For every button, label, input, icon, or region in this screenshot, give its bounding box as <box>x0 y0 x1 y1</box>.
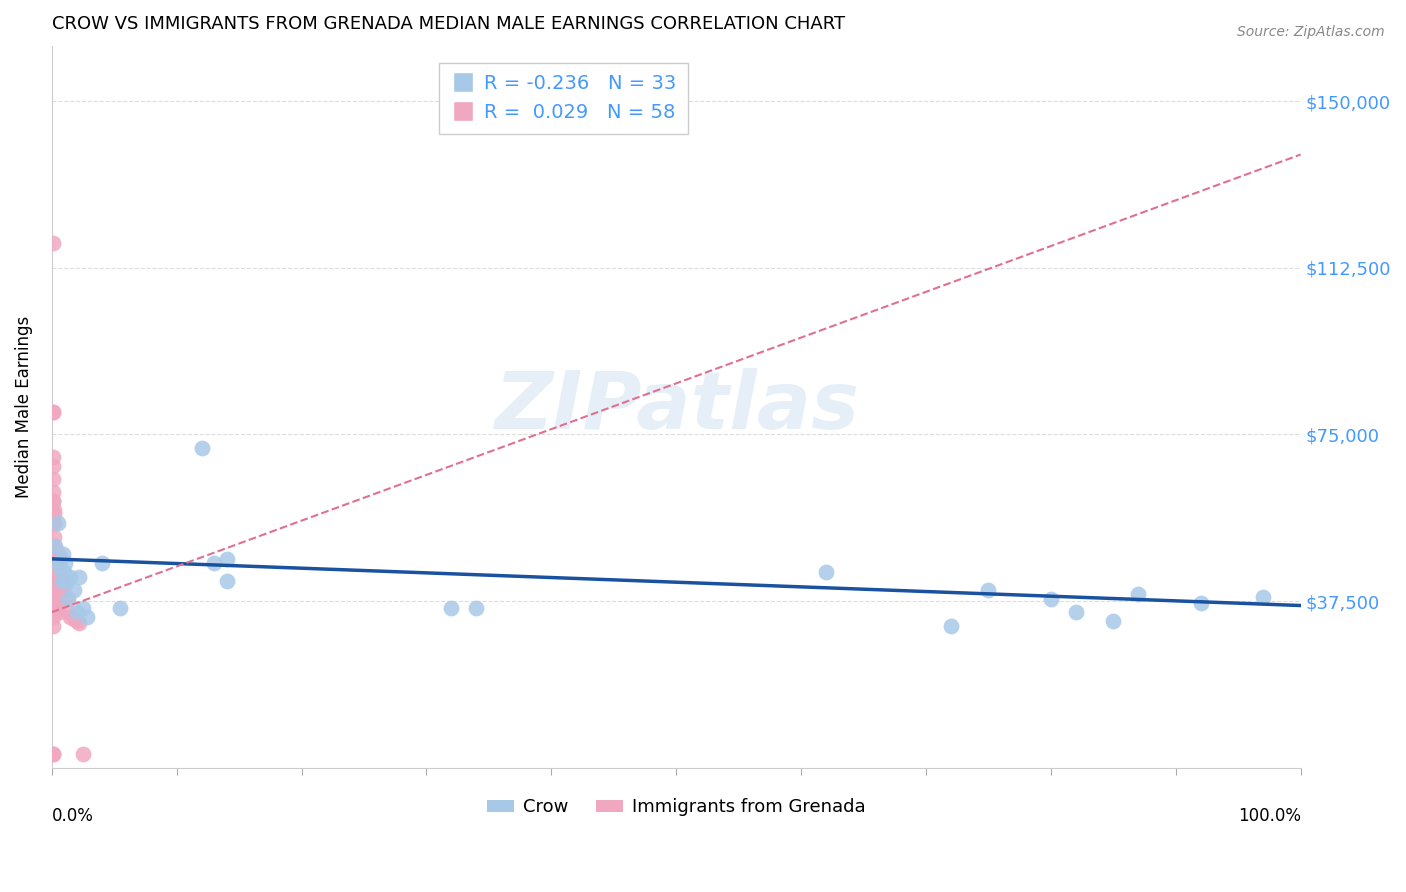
Point <box>42 405 65 419</box>
Point <box>44 530 66 544</box>
Point <box>1039 591 1062 606</box>
Point <box>42 539 65 553</box>
Point <box>42 600 65 615</box>
Point <box>46 600 69 615</box>
Point <box>44 578 66 592</box>
Point <box>1128 587 1150 601</box>
Point <box>440 600 463 615</box>
Point <box>48 552 70 566</box>
Point <box>42 557 65 571</box>
Point <box>977 582 1000 597</box>
Point <box>44 574 66 588</box>
Point <box>55 574 77 588</box>
Point <box>44 516 66 531</box>
Point <box>42 548 65 562</box>
Legend: Crow, Immigrants from Grenada: Crow, Immigrants from Grenada <box>479 791 873 823</box>
Point <box>42 565 65 579</box>
Point <box>51 569 73 583</box>
Point <box>1102 614 1125 628</box>
Point <box>44 565 66 579</box>
Point <box>48 557 70 571</box>
Point <box>42 747 65 762</box>
Point <box>44 557 66 571</box>
Point <box>42 494 65 508</box>
Point <box>1251 590 1274 604</box>
Point <box>53 565 76 579</box>
Point <box>63 612 86 626</box>
Point <box>49 560 72 574</box>
Point <box>44 552 66 566</box>
Point <box>48 605 70 619</box>
Point <box>48 548 70 562</box>
Point <box>76 609 98 624</box>
Point <box>42 485 65 500</box>
Point <box>42 236 65 251</box>
Point <box>55 557 77 571</box>
Point <box>46 599 69 613</box>
Point <box>42 591 65 606</box>
Point <box>42 405 65 419</box>
Point <box>45 594 67 608</box>
Y-axis label: Median Male Earnings: Median Male Earnings <box>15 316 32 498</box>
Point <box>42 516 65 531</box>
Point <box>215 552 238 566</box>
Text: 0.0%: 0.0% <box>52 807 94 825</box>
Point <box>59 609 82 624</box>
Text: CROW VS IMMIGRANTS FROM GRENADA MEDIAN MALE EARNINGS CORRELATION CHART: CROW VS IMMIGRANTS FROM GRENADA MEDIAN M… <box>52 15 845 33</box>
Point <box>63 582 86 597</box>
Text: Source: ZipAtlas.com: Source: ZipAtlas.com <box>1237 25 1385 39</box>
Point <box>44 560 66 574</box>
Point <box>1064 605 1087 619</box>
Point <box>49 565 72 579</box>
Point <box>202 557 225 571</box>
Point <box>66 614 89 628</box>
Text: 100.0%: 100.0% <box>1237 807 1301 825</box>
Point <box>52 548 75 562</box>
Point <box>46 516 69 531</box>
Point <box>49 560 72 574</box>
Point <box>42 494 65 508</box>
Point <box>59 569 82 583</box>
Point <box>42 450 65 464</box>
Point <box>42 747 65 762</box>
Point <box>55 591 77 606</box>
Point <box>45 587 67 601</box>
Point <box>56 591 79 606</box>
Point <box>42 618 65 632</box>
Point <box>56 605 79 619</box>
Point <box>1189 596 1212 610</box>
Point <box>46 596 69 610</box>
Point <box>815 565 838 579</box>
Point <box>42 574 65 588</box>
Point <box>53 582 76 597</box>
Point <box>44 539 66 553</box>
Point <box>67 569 90 583</box>
Point <box>190 441 212 455</box>
Point <box>66 605 89 619</box>
Point <box>44 539 66 553</box>
Point <box>72 747 94 762</box>
Point <box>51 574 73 588</box>
Point <box>110 600 132 615</box>
Point <box>51 574 73 588</box>
Point <box>45 591 67 606</box>
Point <box>215 574 238 588</box>
Point <box>67 616 90 631</box>
Point <box>44 508 66 522</box>
Point <box>42 458 65 473</box>
Point <box>42 609 65 624</box>
Point <box>42 472 65 486</box>
Text: ZIPatlas: ZIPatlas <box>494 368 859 446</box>
Point <box>44 503 66 517</box>
Point <box>90 557 112 571</box>
Point <box>44 569 66 583</box>
Point <box>52 578 75 592</box>
Point <box>465 600 488 615</box>
Point <box>42 582 65 597</box>
Point <box>72 600 94 615</box>
Point <box>939 618 962 632</box>
Point <box>44 548 66 562</box>
Point <box>45 582 67 597</box>
